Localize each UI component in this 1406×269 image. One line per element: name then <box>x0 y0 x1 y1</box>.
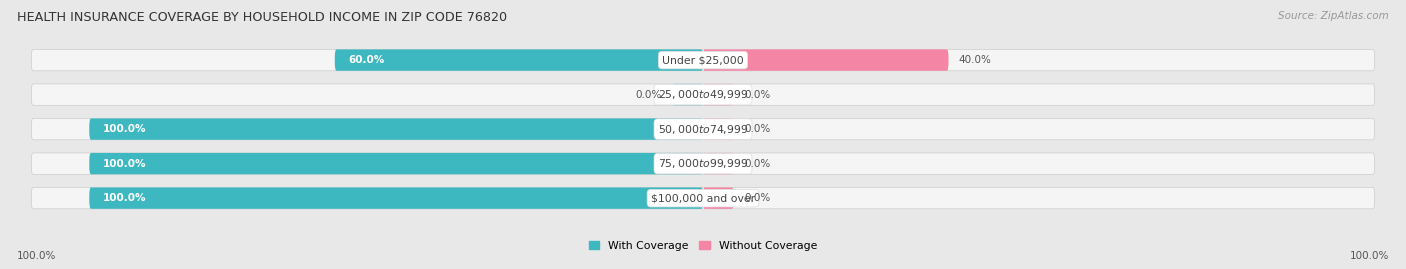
Text: 100.0%: 100.0% <box>103 193 146 203</box>
FancyBboxPatch shape <box>672 84 703 105</box>
FancyBboxPatch shape <box>703 187 734 209</box>
FancyBboxPatch shape <box>703 118 734 140</box>
Text: 60.0%: 60.0% <box>349 55 385 65</box>
FancyBboxPatch shape <box>335 49 703 71</box>
Text: $100,000 and over: $100,000 and over <box>651 193 755 203</box>
FancyBboxPatch shape <box>703 153 734 174</box>
Text: $25,000 to $49,999: $25,000 to $49,999 <box>658 88 748 101</box>
Text: 100.0%: 100.0% <box>17 251 56 261</box>
Text: HEALTH INSURANCE COVERAGE BY HOUSEHOLD INCOME IN ZIP CODE 76820: HEALTH INSURANCE COVERAGE BY HOUSEHOLD I… <box>17 11 508 24</box>
Text: 40.0%: 40.0% <box>959 55 991 65</box>
FancyBboxPatch shape <box>90 118 703 140</box>
Text: 0.0%: 0.0% <box>744 124 770 134</box>
Text: 0.0%: 0.0% <box>744 90 770 100</box>
Text: 0.0%: 0.0% <box>744 159 770 169</box>
Text: 100.0%: 100.0% <box>103 159 146 169</box>
Text: 0.0%: 0.0% <box>744 193 770 203</box>
FancyBboxPatch shape <box>703 49 949 71</box>
Legend: With Coverage, Without Coverage: With Coverage, Without Coverage <box>585 237 821 255</box>
FancyBboxPatch shape <box>90 187 703 209</box>
Text: $50,000 to $74,999: $50,000 to $74,999 <box>658 123 748 136</box>
FancyBboxPatch shape <box>31 49 1375 71</box>
FancyBboxPatch shape <box>31 84 1375 105</box>
FancyBboxPatch shape <box>31 187 1375 209</box>
FancyBboxPatch shape <box>90 153 703 174</box>
Text: Source: ZipAtlas.com: Source: ZipAtlas.com <box>1278 11 1389 21</box>
FancyBboxPatch shape <box>31 118 1375 140</box>
Text: Under $25,000: Under $25,000 <box>662 55 744 65</box>
Text: 100.0%: 100.0% <box>103 124 146 134</box>
FancyBboxPatch shape <box>31 153 1375 174</box>
Text: $75,000 to $99,999: $75,000 to $99,999 <box>658 157 748 170</box>
FancyBboxPatch shape <box>703 84 734 105</box>
Text: 0.0%: 0.0% <box>636 90 662 100</box>
Text: 100.0%: 100.0% <box>1350 251 1389 261</box>
